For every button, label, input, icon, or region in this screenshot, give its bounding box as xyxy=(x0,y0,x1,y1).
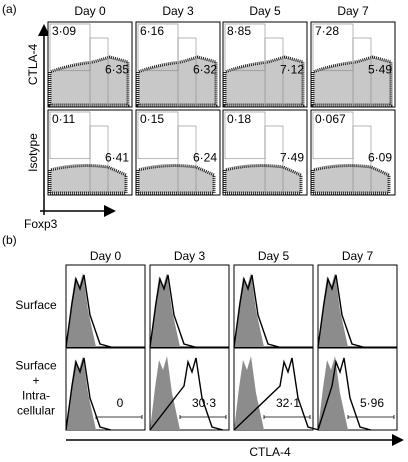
column-header: Day 0 xyxy=(74,4,106,18)
dot-density xyxy=(223,164,303,195)
gate-bracket xyxy=(179,415,227,419)
ctla4-histogram xyxy=(65,274,112,348)
row-label: Isotype xyxy=(26,133,40,172)
ctla4-histogram xyxy=(233,357,320,431)
panel-label: (a) xyxy=(2,2,17,16)
column-header: Day 0 xyxy=(90,249,122,263)
gate-value: 0·11 xyxy=(52,112,75,126)
gate xyxy=(89,125,109,194)
gate xyxy=(177,37,197,106)
ctla4-histogram xyxy=(65,357,112,431)
gate-value: 30·3 xyxy=(192,396,216,410)
ctla4-histogram xyxy=(317,357,372,431)
column-header: Day 5 xyxy=(258,249,290,263)
gate xyxy=(352,125,372,194)
gate xyxy=(352,37,372,106)
gate-value: 6·16 xyxy=(140,24,164,38)
gate-value: 0·067 xyxy=(315,112,346,126)
dot-density xyxy=(136,164,216,195)
gate-value: 6·35 xyxy=(105,63,129,77)
gate-value: 32·1 xyxy=(276,396,300,410)
gate xyxy=(264,37,284,106)
row-label: Surface xyxy=(15,359,57,373)
row-label: + xyxy=(32,374,39,388)
gate-value: 3·09 xyxy=(52,24,76,38)
isotype-histogram xyxy=(318,356,348,430)
x-axis-label: Foxp3 xyxy=(24,217,58,231)
gate-value: 0 xyxy=(117,396,124,410)
column-header: Day 7 xyxy=(337,4,369,18)
dot-density xyxy=(311,164,391,195)
isotype-histogram xyxy=(150,356,180,430)
panel-label: (b) xyxy=(2,233,17,247)
gate xyxy=(177,125,197,194)
column-header: Day 3 xyxy=(174,249,206,263)
dot-density xyxy=(136,55,218,107)
dot-density xyxy=(48,164,128,195)
gate-value: 5·96 xyxy=(360,396,384,410)
gate-bracket xyxy=(95,415,143,419)
row-label: cellular xyxy=(17,404,55,418)
gate-value: 7·49 xyxy=(280,151,304,165)
gate-bracket xyxy=(347,415,395,419)
dot-density xyxy=(311,55,393,107)
gate-value: 7·28 xyxy=(315,24,339,38)
isotype-histogram xyxy=(234,356,264,430)
row-label: Intra- xyxy=(22,389,50,403)
ctla4-histogram xyxy=(317,274,364,348)
gate-bracket xyxy=(263,415,311,419)
row-label: CTLA-4 xyxy=(26,44,40,86)
gate-value: 8·85 xyxy=(227,24,251,38)
gate-value: 6·09 xyxy=(368,151,392,165)
x-axis-label: CTLA-4 xyxy=(249,445,291,459)
ctla4-histogram xyxy=(149,357,224,431)
gate-value: 6·32 xyxy=(193,63,217,77)
dot-density xyxy=(223,55,305,107)
gate-value: 7·12 xyxy=(280,63,304,77)
column-header: Day 5 xyxy=(249,4,281,18)
ctla4-histogram xyxy=(233,274,280,348)
gate-value: 6·24 xyxy=(193,151,217,165)
gate xyxy=(264,125,284,194)
gate-value: 0·18 xyxy=(227,112,251,126)
column-header: Day 7 xyxy=(342,249,374,263)
gate xyxy=(89,37,109,106)
column-header: Day 3 xyxy=(162,4,194,18)
gate-value: 6·41 xyxy=(105,151,129,165)
gate-value: 5·49 xyxy=(368,63,392,77)
row-label: Surface xyxy=(15,298,57,312)
gate-value: 0·15 xyxy=(140,112,164,126)
dot-density xyxy=(48,55,130,107)
ctla4-histogram xyxy=(149,274,196,348)
